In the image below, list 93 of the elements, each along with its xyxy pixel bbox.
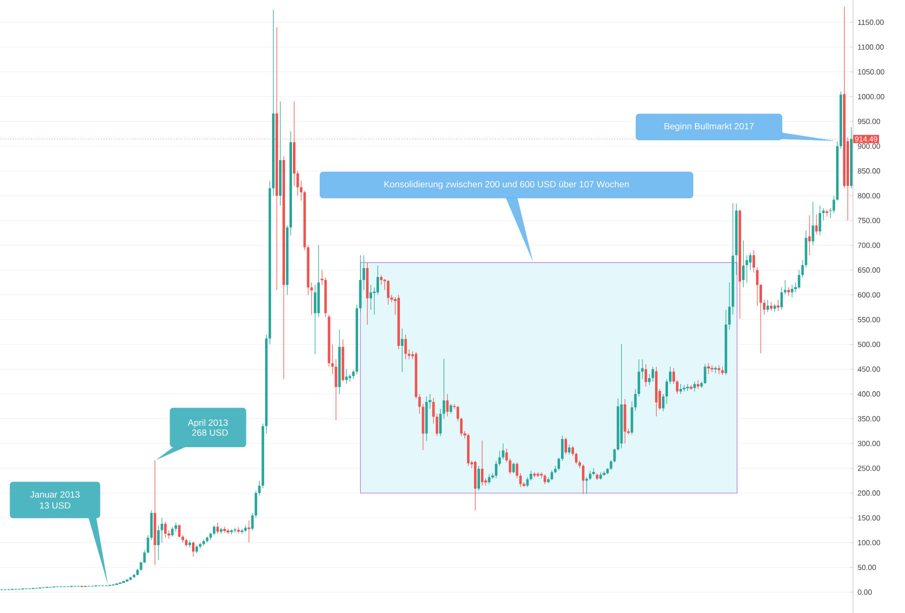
candlestick: [815, 214, 818, 235]
candlestick: [502, 443, 504, 460]
candlestick: [704, 364, 706, 384]
candlestick: [644, 364, 648, 387]
candlestick: [574, 452, 578, 465]
candlestick: [345, 368, 348, 384]
candlestick: [226, 528, 230, 534]
candlestick: [756, 267, 759, 306]
candlestick: [460, 417, 463, 436]
candlestick: [400, 328, 404, 372]
candlestick: [533, 472, 536, 478]
candlestick: [240, 528, 244, 534]
candlestick: [582, 464, 584, 494]
candlestick: [171, 526, 174, 537]
candlestick: [676, 380, 678, 394]
candlestick: [808, 215, 811, 256]
candlestick: [192, 541, 194, 557]
candlestick: [759, 284, 762, 354]
candlestick: [641, 358, 644, 380]
candlestick: [564, 437, 568, 455]
candlestick: [746, 254, 748, 283]
candlestick: [832, 195, 836, 214]
candlestick: [526, 476, 529, 488]
candlestick: [665, 378, 668, 404]
candlestick: [258, 480, 261, 496]
candlestick: [498, 450, 501, 466]
candlestick: [561, 435, 564, 462]
candlestick: [380, 274, 382, 286]
candlestick: [784, 280, 786, 296]
candlestick: [585, 476, 588, 494]
candlestick: [314, 284, 316, 355]
candlestick: [300, 180, 302, 201]
candlestick: [296, 170, 299, 196]
annotation: 13 USD: [40, 502, 70, 509]
candlestick: [488, 474, 490, 484]
candlestick: [164, 522, 167, 538]
annotation: Beginn Bullmarkt 2017: [664, 122, 754, 132]
candlestick: [679, 384, 682, 394]
candlestick: [648, 374, 651, 386]
candlestick: [494, 460, 498, 478]
candlestick: [446, 394, 449, 417]
candlestick: [223, 526, 226, 534]
candlestick: [812, 201, 814, 246]
candlestick: [408, 349, 410, 360]
annotation: 268 USD: [192, 429, 228, 436]
candlestick: [721, 366, 724, 376]
candlestick: [693, 381, 696, 392]
candlestick: [568, 444, 571, 455]
candlestick: [512, 462, 515, 474]
candlestick: [456, 406, 460, 422]
candlestick: [662, 394, 665, 412]
candlestick: [762, 299, 766, 315]
annotation: April 2013: [188, 419, 228, 428]
candlestick: [362, 254, 366, 290]
candlestick: [237, 526, 240, 534]
candlestick: [752, 250, 756, 273]
candlestick: [178, 524, 181, 538]
candlestick: [588, 470, 592, 480]
candlestick: [212, 524, 216, 536]
candlestick: [672, 368, 675, 384]
band-label: Konsolidierung zwischen 200 und 600 USD über 107 Wochen: [384, 180, 629, 190]
candlestick: [550, 470, 554, 480]
candlestick: [652, 366, 654, 382]
candlestick: [450, 404, 452, 414]
candlestick: [749, 252, 752, 270]
candlestick: [376, 265, 380, 296]
candlestick: [776, 299, 780, 311]
candlestick: [544, 474, 546, 484]
candlestick: [668, 366, 672, 384]
candlestick: [230, 528, 233, 535]
candlestick: [477, 466, 480, 491]
candlestick: [571, 446, 574, 456]
candlestick: [780, 287, 783, 310]
candlestick: [718, 364, 720, 374]
candlestick: [558, 457, 560, 471]
candlestick: [216, 522, 219, 534]
candlestick: [247, 520, 250, 543]
annotation: Januar 2013: [30, 491, 80, 498]
candlestick: [818, 205, 822, 236]
candlestick: [386, 280, 390, 306]
candlestick: [370, 284, 372, 310]
candlestick: [157, 524, 160, 560]
candlestick: [707, 362, 710, 374]
candlestick: [714, 366, 717, 374]
candlestick: [310, 282, 313, 315]
candlestick: [404, 334, 407, 360]
candlestick: [790, 284, 794, 298]
candlestick: [480, 440, 484, 486]
candlestick: [766, 299, 769, 312]
candlestick: [742, 240, 745, 288]
candlestick: [710, 364, 714, 372]
candlestick: [638, 358, 640, 397]
candlestick: [234, 527, 236, 534]
